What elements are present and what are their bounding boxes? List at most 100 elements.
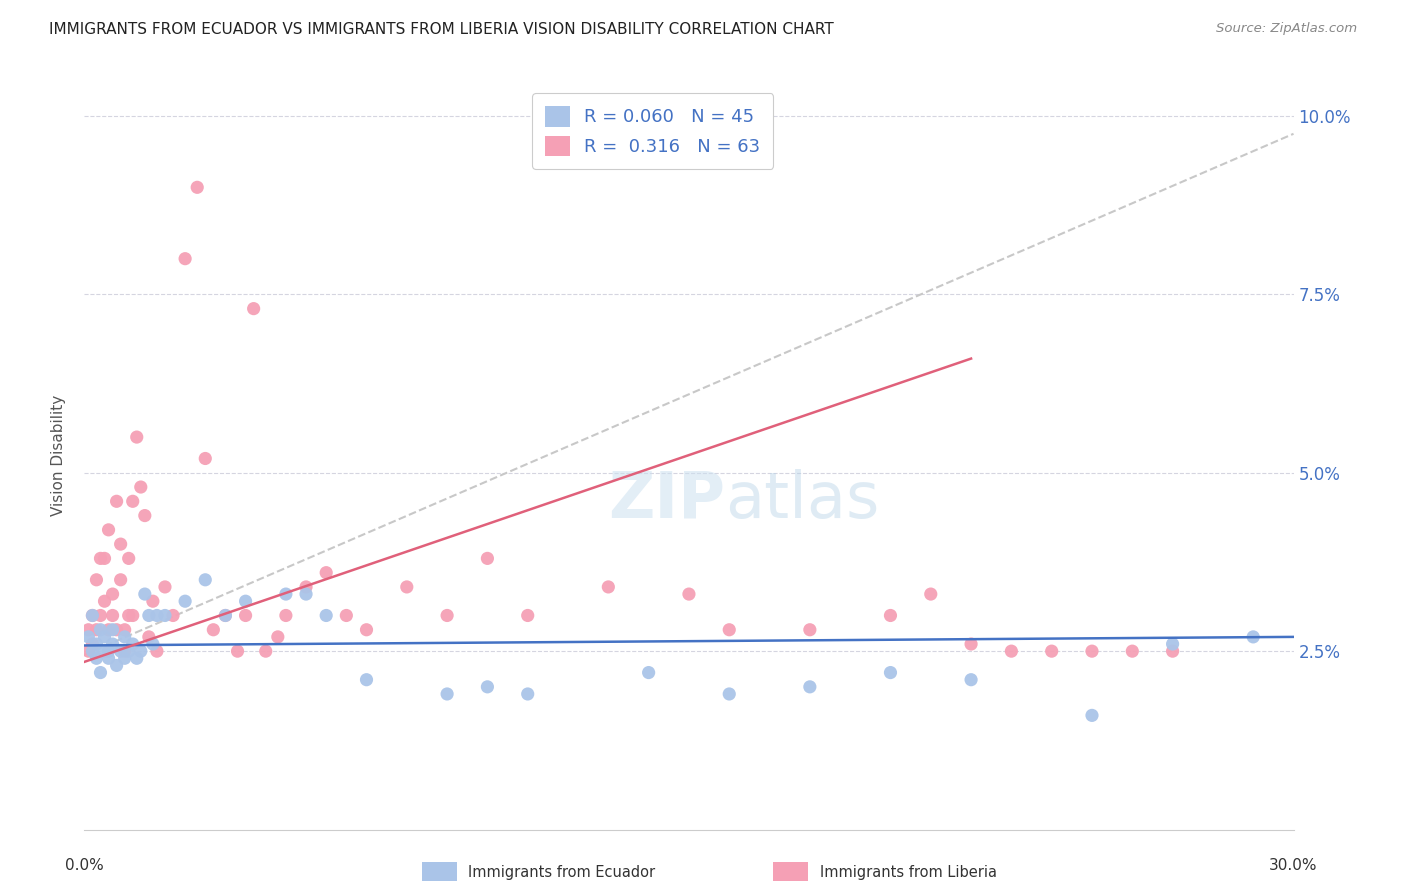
Point: [356, 673, 378, 687]
Point: [799, 623, 821, 637]
Point: [960, 637, 983, 651]
Point: [142, 594, 165, 608]
Point: [436, 687, 458, 701]
Point: [153, 580, 176, 594]
Point: [114, 651, 136, 665]
Point: [82, 637, 104, 651]
Point: [1161, 644, 1184, 658]
Point: [214, 608, 236, 623]
Point: [86, 637, 108, 651]
Point: [114, 644, 136, 658]
Text: Immigrants from Ecuador: Immigrants from Ecuador: [468, 865, 655, 880]
Point: [153, 608, 176, 623]
Point: [516, 687, 538, 701]
Point: [274, 608, 297, 623]
Point: [395, 580, 418, 594]
Point: [114, 630, 136, 644]
Point: [1161, 637, 1184, 651]
Point: [125, 430, 148, 444]
Point: [138, 630, 160, 644]
Point: [477, 551, 499, 566]
Point: [89, 665, 111, 680]
Point: [77, 644, 100, 658]
Point: [295, 580, 318, 594]
Point: [174, 594, 197, 608]
Point: [105, 658, 128, 673]
Point: [718, 687, 741, 701]
Point: [89, 623, 111, 637]
Point: [879, 608, 901, 623]
Point: [105, 494, 128, 508]
Point: [97, 651, 120, 665]
Point: [194, 573, 217, 587]
Point: [1121, 644, 1143, 658]
Point: [93, 644, 115, 658]
Point: [82, 608, 104, 623]
Point: [637, 665, 659, 680]
Point: [82, 608, 104, 623]
Point: [114, 623, 136, 637]
Point: [110, 573, 132, 587]
Text: IMMIGRANTS FROM ECUADOR VS IMMIGRANTS FROM LIBERIA VISION DISABILITY CORRELATION: IMMIGRANTS FROM ECUADOR VS IMMIGRANTS FR…: [49, 22, 834, 37]
Point: [118, 608, 141, 623]
Point: [77, 623, 100, 637]
Point: [118, 644, 141, 658]
Point: [101, 623, 124, 637]
Point: [1081, 644, 1104, 658]
Point: [274, 587, 297, 601]
Point: [267, 630, 290, 644]
Point: [146, 644, 169, 658]
Point: [118, 551, 141, 566]
Point: [93, 551, 115, 566]
Point: [129, 480, 152, 494]
Point: [121, 608, 143, 623]
Point: [799, 680, 821, 694]
Point: [134, 508, 156, 523]
Point: [477, 680, 499, 694]
Point: [1040, 644, 1063, 658]
Point: [295, 587, 318, 601]
Point: [960, 673, 983, 687]
Point: [129, 644, 152, 658]
Point: [202, 623, 225, 637]
Text: Source: ZipAtlas.com: Source: ZipAtlas.com: [1216, 22, 1357, 36]
Point: [1081, 708, 1104, 723]
Y-axis label: Vision Disability: Vision Disability: [51, 394, 66, 516]
Point: [356, 623, 378, 637]
Point: [142, 637, 165, 651]
Point: [93, 630, 115, 644]
Point: [101, 637, 124, 651]
Point: [86, 651, 108, 665]
Text: atlas: atlas: [725, 469, 880, 531]
Point: [89, 551, 111, 566]
Point: [110, 644, 132, 658]
Point: [174, 252, 197, 266]
Point: [436, 608, 458, 623]
Point: [86, 623, 108, 637]
Point: [121, 637, 143, 651]
Text: 30.0%: 30.0%: [1270, 858, 1317, 873]
Point: [186, 180, 208, 194]
Point: [315, 566, 337, 580]
Point: [77, 630, 100, 644]
Point: [105, 623, 128, 637]
Legend: R = 0.060   N = 45, R =  0.316   N = 63: R = 0.060 N = 45, R = 0.316 N = 63: [531, 93, 773, 169]
Point: [315, 608, 337, 623]
Point: [242, 301, 264, 316]
Point: [920, 587, 942, 601]
Text: ZIP: ZIP: [609, 469, 725, 531]
Point: [97, 523, 120, 537]
Point: [879, 665, 901, 680]
Point: [125, 651, 148, 665]
Point: [1241, 630, 1264, 644]
Point: [93, 594, 115, 608]
Point: [146, 608, 169, 623]
Point: [718, 623, 741, 637]
Text: Immigrants from Liberia: Immigrants from Liberia: [820, 865, 997, 880]
Point: [89, 608, 111, 623]
Point: [226, 644, 249, 658]
Point: [194, 451, 217, 466]
Point: [97, 644, 120, 658]
Point: [101, 608, 124, 623]
Point: [110, 537, 132, 551]
